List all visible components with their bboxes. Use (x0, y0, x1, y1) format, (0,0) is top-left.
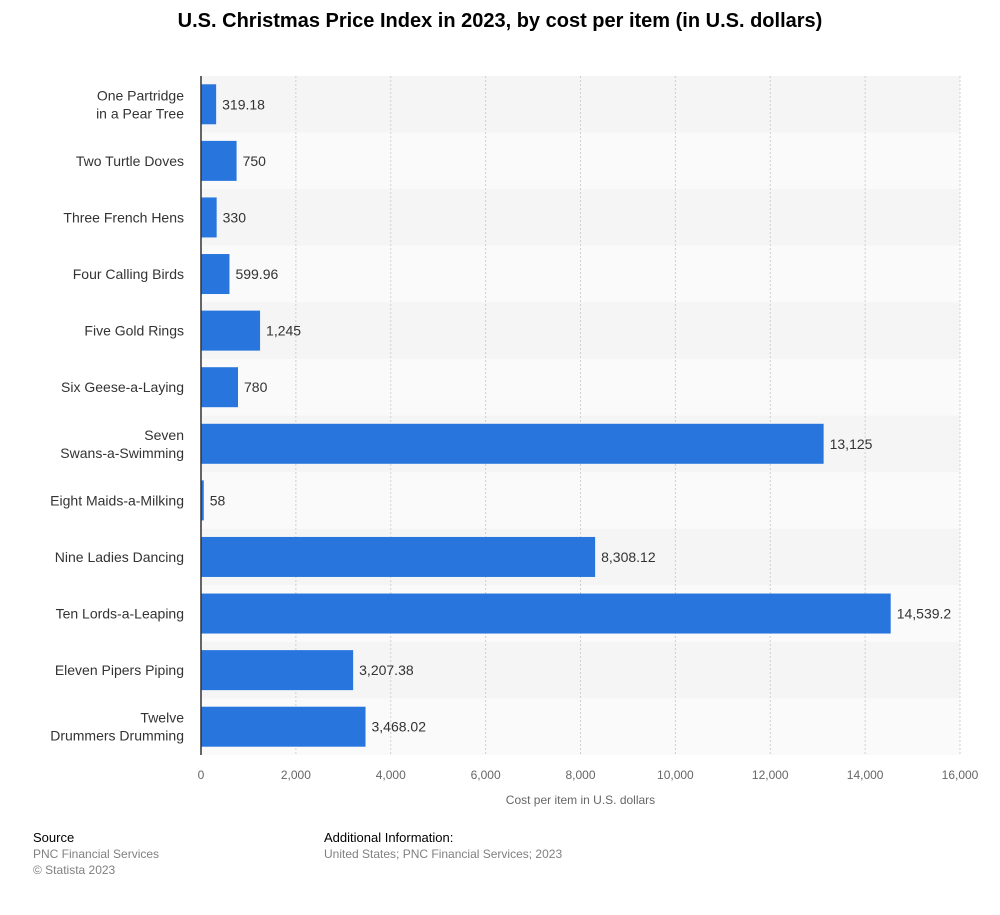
value-label: 330 (223, 209, 247, 225)
value-label: 3,207.38 (359, 662, 414, 678)
x-tick-labels: 0 2,000 4,000 6,000 8,000 10,000 12,000 14,000 1… (198, 768, 979, 782)
bar (201, 706, 366, 747)
category-label: Eleven Pipers Piping (55, 662, 184, 678)
category-label: Four Calling Birds (73, 266, 184, 282)
value-label: 319.18 (222, 96, 265, 112)
category-label: Ten Lords-a-Leaping (56, 606, 184, 622)
value-label: 599.96 (235, 266, 278, 282)
category-label: Eight Maids-a-Milking (50, 492, 184, 508)
value-label: 13,125 (830, 436, 873, 452)
value-label: 14,539.2 (897, 606, 952, 622)
category-label: Three French Hens (63, 209, 184, 225)
value-label: 8,308.12 (601, 549, 656, 565)
bar (201, 536, 596, 577)
x-tick-label: 8,000 (565, 768, 595, 782)
bar (201, 84, 217, 125)
source-line-2: © Statista 2023 (33, 863, 116, 877)
bar (201, 310, 261, 351)
x-tick-label: 4,000 (376, 768, 406, 782)
info-line-1: United States; PNC Financial Services; 2… (324, 847, 563, 861)
bar (201, 650, 354, 691)
x-axis-title: Cost per item in U.S. dollars (506, 793, 655, 807)
bar (201, 593, 891, 634)
row-band (201, 358, 960, 416)
category-label: Five Gold Rings (84, 323, 184, 339)
bar (201, 367, 239, 408)
info-heading: Additional Information: (324, 830, 454, 845)
bar (201, 140, 237, 181)
bars: 319.18 750 330 599.96 1,245 780 13,125 58 8,308.… (201, 84, 952, 747)
source-block: Source PNC Financial Services © Statista… (33, 830, 159, 878)
x-tick-label: 14,000 (847, 768, 884, 782)
value-label: 1,245 (266, 323, 301, 339)
x-tick-label: 2,000 (281, 768, 311, 782)
row-band (201, 302, 960, 359)
bar (201, 254, 230, 295)
bar (201, 423, 824, 464)
chart-title: U.S. Christmas Price Index in 2023, by c… (177, 10, 823, 32)
gridlines (295, 76, 961, 755)
category-label: Two Turtle Doves (76, 153, 184, 169)
bar (201, 197, 217, 238)
source-line-1: PNC Financial Services (33, 847, 160, 861)
source-heading: Source (33, 830, 75, 845)
category-label: Nine Ladies Dancing (55, 549, 184, 565)
bar (201, 480, 204, 521)
x-tick-label: 6,000 (471, 768, 501, 782)
x-tick-label: 12,000 (752, 768, 789, 782)
category-label: Seven Swans-a-Swimming (60, 427, 184, 461)
value-label: 3,468.02 (372, 719, 427, 735)
x-tick-label: 16,000 (942, 768, 979, 782)
value-label: 58 (210, 492, 226, 508)
x-tick-label: 10,000 (657, 768, 694, 782)
category-label: Twelve Drummers Drumming (50, 710, 184, 744)
category-label: Six Geese-a-Laying (61, 379, 184, 395)
info-block: Additional Information: United States; P… (324, 830, 562, 862)
value-label: 780 (244, 379, 268, 395)
category-label: One Partridge in a Pear Tree (96, 87, 184, 121)
x-tick-label: 0 (198, 768, 205, 782)
category-labels: One Partridge in a Pear Tree Two Turtle Do… (50, 87, 184, 743)
value-label: 750 (243, 153, 267, 169)
